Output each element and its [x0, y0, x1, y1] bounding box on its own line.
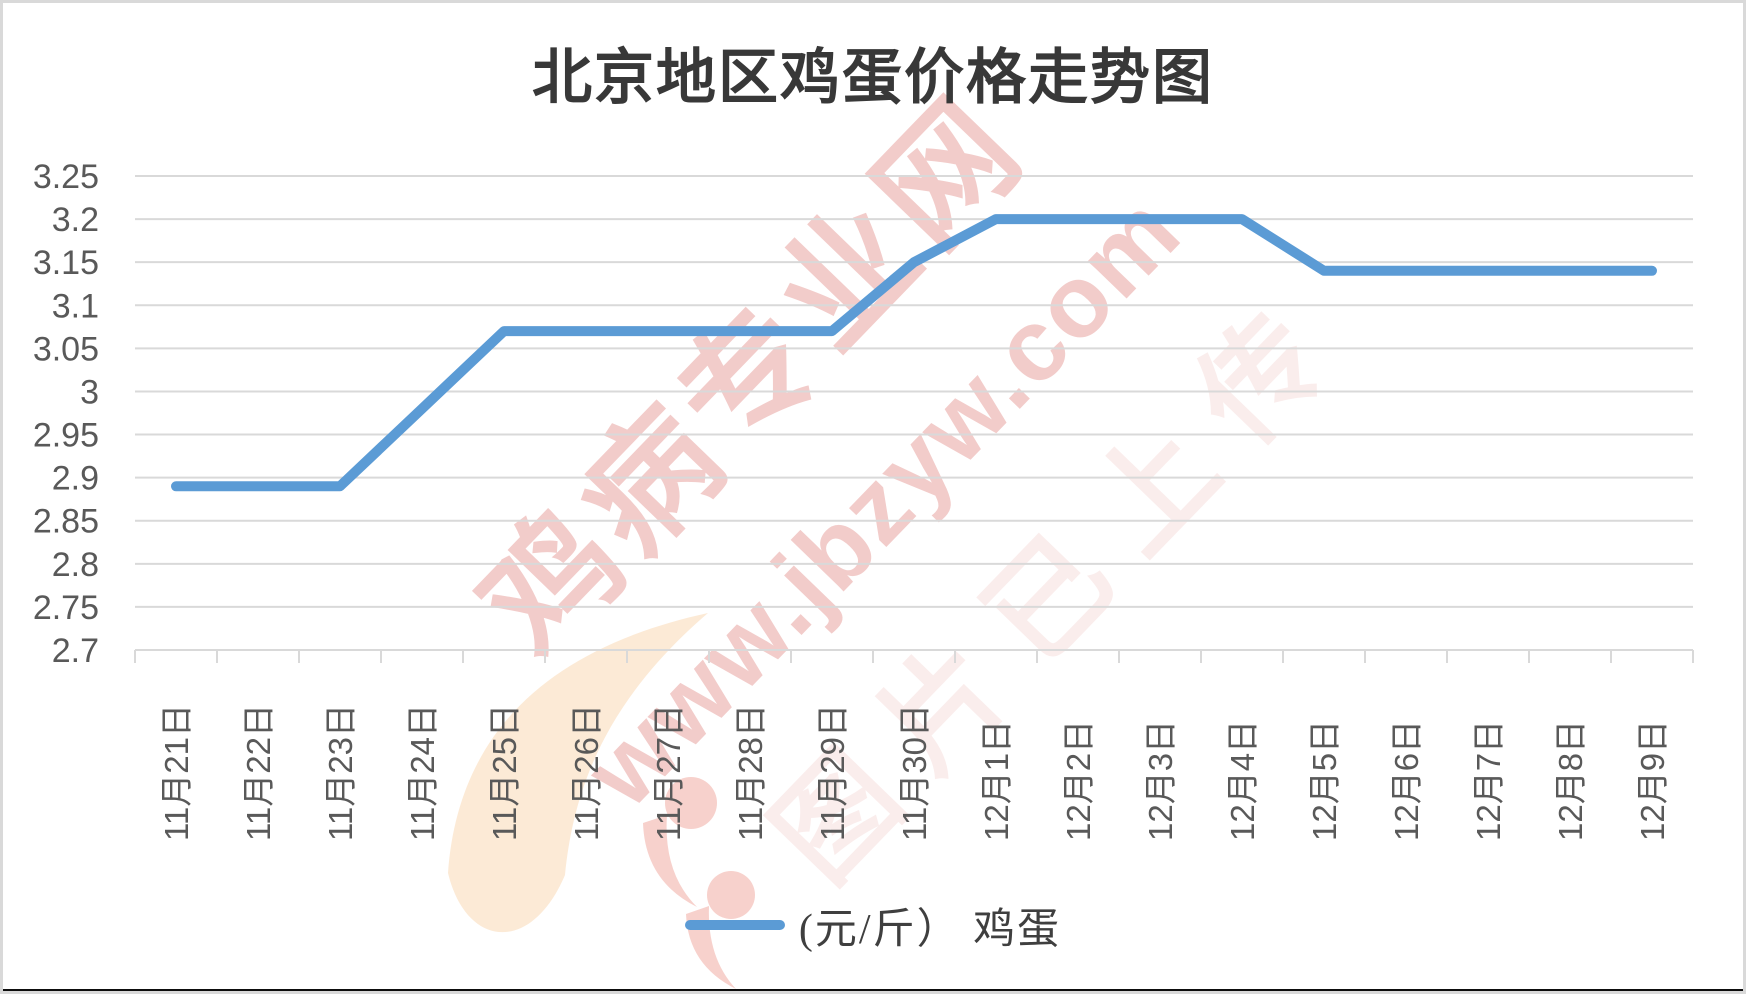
y-tick-label: 3.2	[52, 201, 99, 239]
x-tick-label: 12月2日	[1060, 720, 1097, 841]
y-tick-label: 2.9	[52, 460, 99, 498]
plot-area: 3.25 3.2 3.15 3.1 3.05 3 2.95 2.9 2.85 2.8 2.75 2.7…	[33, 158, 1694, 841]
logo-comma-1	[643, 777, 717, 907]
y-tick-label: 3.25	[33, 158, 99, 196]
x-tick-label: 11月26日	[568, 704, 605, 841]
x-tick-label: 12月8日	[1552, 720, 1589, 841]
x-tick-label: 11月25日	[486, 704, 523, 841]
y-tick-label: 2.7	[52, 632, 99, 670]
x-tick-label: 12月6日	[1388, 720, 1425, 841]
y-tick-label: 3.15	[33, 244, 99, 282]
y-tick-label: 2.85	[33, 503, 99, 541]
x-tick-label: 11月27日	[650, 704, 687, 841]
y-tick-label: 3.1	[52, 287, 99, 325]
x-tick-label: 12月1日	[978, 720, 1015, 841]
chart-title: 北京地区鸡蛋价格走势图	[532, 45, 1214, 111]
x-tick-label: 11月24日	[404, 704, 441, 841]
legend: (元/斤） 鸡蛋	[3, 900, 1743, 953]
y-tick-label: 2.95	[33, 417, 99, 455]
y-tick-label: 3.05	[33, 330, 99, 368]
x-tick-label: 11月29日	[814, 704, 851, 841]
x-tick-label: 12月3日	[1142, 720, 1179, 841]
x-tick-label: 12月7日	[1470, 720, 1507, 841]
x-tick-label: 11月23日	[322, 704, 359, 841]
y-tick-label: 2.8	[52, 546, 99, 584]
x-tick-label: 12月9日	[1634, 720, 1671, 841]
logo-swoosh-shape	[448, 613, 708, 933]
x-tick-label: 12月5日	[1306, 720, 1343, 841]
x-tick-label: 11月22日	[240, 704, 277, 841]
x-tick-label: 11月21日	[158, 704, 195, 841]
y-tick-label: 2.75	[33, 589, 99, 627]
price-line-series	[171, 214, 1657, 492]
x-tick-label: 11月30日	[896, 704, 933, 841]
bottom-border-line	[3, 989, 1743, 991]
y-tick-label: 3	[80, 373, 99, 411]
x-tick-label: 11月28日	[732, 704, 769, 841]
legend-label: (元/斤） 鸡蛋	[798, 906, 1062, 953]
legend-line-swatch	[684, 920, 785, 930]
x-tick-label: 12月4日	[1224, 720, 1261, 841]
